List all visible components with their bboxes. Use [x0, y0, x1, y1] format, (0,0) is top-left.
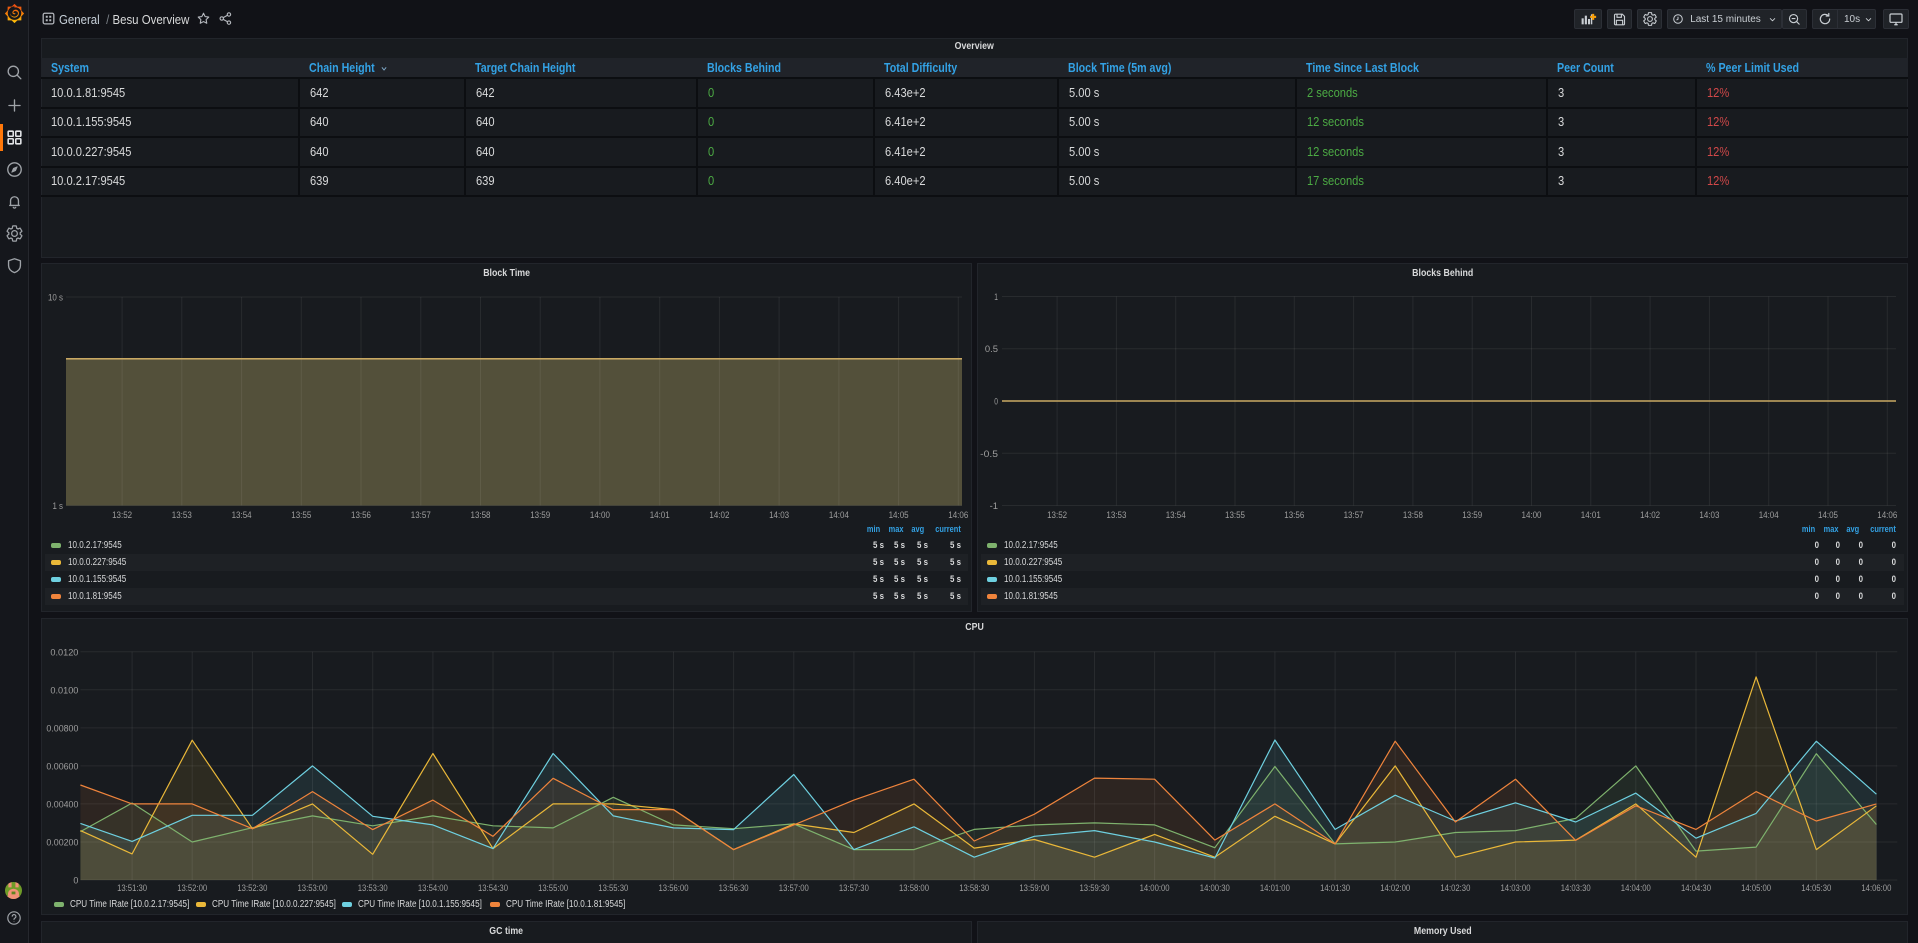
svg-text:13:57:00: 13:57:00	[779, 883, 809, 893]
svg-text:0.0100: 0.0100	[50, 685, 78, 695]
svg-text:13:52:30: 13:52:30	[237, 883, 267, 893]
svg-text:13:54:30: 13:54:30	[478, 883, 508, 893]
svg-text:13:55:00: 13:55:00	[538, 883, 568, 893]
svg-text:13:53: 13:53	[1106, 510, 1126, 520]
svg-text:14:01:30: 14:01:30	[1320, 883, 1350, 893]
svg-text:13:58:00: 13:58:00	[899, 883, 929, 893]
svg-text:14:03: 14:03	[1699, 510, 1719, 520]
svg-text:13:56: 13:56	[351, 510, 371, 520]
svg-text:14:00:30: 14:00:30	[1200, 883, 1230, 893]
svg-text:13:58:30: 13:58:30	[959, 883, 989, 893]
svg-text:0.00200: 0.00200	[46, 838, 78, 848]
svg-text:1: 1	[994, 292, 998, 302]
svg-text:14:00: 14:00	[590, 510, 610, 520]
svg-text:13:59: 13:59	[530, 510, 550, 520]
svg-text:13:53:00: 13:53:00	[298, 883, 328, 893]
svg-text:14:05: 14:05	[1818, 510, 1838, 520]
svg-text:13:55:30: 13:55:30	[598, 883, 628, 893]
svg-text:14:05:30: 14:05:30	[1801, 883, 1831, 893]
svg-text:13:56: 13:56	[1284, 510, 1304, 520]
svg-text:0: 0	[73, 876, 78, 886]
svg-text:13:54: 13:54	[1166, 510, 1186, 520]
svg-text:0.0120: 0.0120	[50, 647, 78, 657]
svg-text:13:55: 13:55	[291, 510, 311, 520]
svg-text:13:52: 13:52	[1047, 510, 1067, 520]
svg-text:14:04: 14:04	[1759, 510, 1779, 520]
svg-text:14:00:00: 14:00:00	[1140, 883, 1170, 893]
svg-text:0.5: 0.5	[985, 344, 998, 354]
svg-text:14:04:30: 14:04:30	[1681, 883, 1711, 893]
svg-text:13:54: 13:54	[232, 510, 252, 520]
svg-text:13:57:30: 13:57:30	[839, 883, 869, 893]
svg-text:13:58: 13:58	[471, 510, 491, 520]
svg-text:14:02: 14:02	[1640, 510, 1660, 520]
svg-text:14:03: 14:03	[769, 510, 789, 520]
svg-text:13:51:30: 13:51:30	[117, 883, 147, 893]
svg-text:13:56:30: 13:56:30	[719, 883, 749, 893]
svg-text:0.00400: 0.00400	[46, 799, 78, 809]
svg-text:13:58: 13:58	[1403, 510, 1423, 520]
svg-text:13:59: 13:59	[1462, 510, 1482, 520]
svg-text:13:54:00: 13:54:00	[418, 883, 448, 893]
svg-text:14:02:00: 14:02:00	[1380, 883, 1410, 893]
svg-text:14:05: 14:05	[889, 510, 909, 520]
svg-text:13:53:30: 13:53:30	[358, 883, 388, 893]
svg-text:0: 0	[994, 397, 998, 407]
svg-text:14:05:00: 14:05:00	[1741, 883, 1771, 893]
svg-text:13:59:00: 13:59:00	[1019, 883, 1049, 893]
svg-text:0.00800: 0.00800	[46, 723, 78, 733]
svg-text:14:01: 14:01	[1581, 510, 1601, 520]
svg-text:13:57: 13:57	[411, 510, 431, 520]
svg-text:14:04:00: 14:04:00	[1621, 883, 1651, 893]
svg-text:14:02:30: 14:02:30	[1440, 883, 1470, 893]
svg-text:-1: -1	[990, 501, 998, 511]
svg-text:1 s: 1 s	[53, 501, 64, 511]
svg-text:-0.5: -0.5	[980, 449, 998, 459]
svg-text:0.00600: 0.00600	[46, 761, 78, 771]
svg-text:14:06: 14:06	[1877, 510, 1897, 520]
svg-text:13:59:30: 13:59:30	[1080, 883, 1110, 893]
svg-text:13:55: 13:55	[1225, 510, 1245, 520]
svg-text:14:04: 14:04	[829, 510, 849, 520]
svg-text:14:03:30: 14:03:30	[1561, 883, 1591, 893]
svg-text:13:52: 13:52	[112, 510, 132, 520]
svg-text:10 s: 10 s	[48, 293, 63, 303]
svg-text:14:02: 14:02	[709, 510, 729, 520]
svg-text:13:56:00: 13:56:00	[659, 883, 689, 893]
svg-text:14:06: 14:06	[948, 510, 968, 520]
svg-text:14:03:00: 14:03:00	[1501, 883, 1531, 893]
svg-text:13:53: 13:53	[172, 510, 192, 520]
svg-text:14:01: 14:01	[650, 510, 670, 520]
svg-text:14:01:00: 14:01:00	[1260, 883, 1290, 893]
svg-text:13:52:00: 13:52:00	[177, 883, 207, 893]
svg-text:14:00: 14:00	[1522, 510, 1542, 520]
svg-text:13:57: 13:57	[1344, 510, 1364, 520]
svg-text:14:06:00: 14:06:00	[1861, 883, 1891, 893]
